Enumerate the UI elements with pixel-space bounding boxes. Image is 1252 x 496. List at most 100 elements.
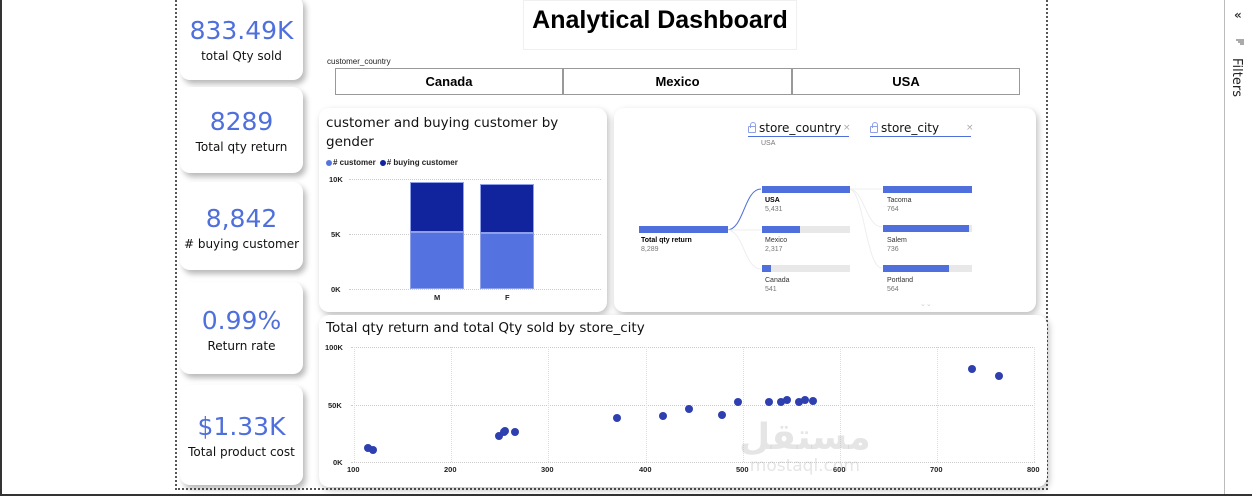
tree-level-header-store-country[interactable]: store_country — [748, 121, 849, 137]
node-name: Tacoma — [887, 197, 912, 204]
scatter-point[interactable] — [685, 405, 694, 414]
tree-node-bar-canada[interactable] — [762, 265, 771, 272]
scatter-point[interactable] — [995, 371, 1004, 380]
kpi-label: Total product cost — [188, 445, 295, 459]
x-tick: F — [505, 293, 510, 302]
node-name: Portland — [887, 277, 914, 284]
gridline — [351, 405, 1035, 406]
tree-node-bar-usa[interactable] — [762, 186, 850, 193]
page-title-box: Analytical Dashboard — [523, 0, 797, 50]
close-icon[interactable]: × — [843, 123, 851, 133]
x-tick: 500 — [736, 465, 749, 474]
legend-item-buying-customer[interactable]: # buying customer — [379, 158, 458, 167]
slicer-label: customer_country — [327, 57, 391, 66]
lock-icon — [870, 122, 878, 133]
filters-label[interactable]: Filters — [1229, 58, 1244, 97]
scatter-point[interactable] — [764, 398, 773, 407]
bar-m-buying-customer[interactable] — [410, 182, 464, 232]
bar-m-customer[interactable] — [410, 232, 464, 289]
filters-pane[interactable]: « Filters — [1224, 0, 1252, 494]
scatter-point[interactable] — [500, 426, 509, 435]
scatter-point[interactable] — [658, 412, 667, 420]
tree-node-bar-portland[interactable] — [883, 265, 949, 272]
tree-node-tacoma[interactable]: Tacoma 764 — [887, 196, 912, 214]
kpi-card-total-qty-return[interactable]: 8289 Total qty return — [180, 87, 303, 173]
kpi-value: 8,842 — [205, 204, 278, 233]
slicer-option-usa[interactable]: USA — [792, 68, 1020, 95]
gridline — [349, 234, 601, 235]
legend-item-customer[interactable]: # customer — [326, 158, 376, 167]
x-tick: 800 — [1027, 465, 1040, 474]
tree-header-label: store_city — [881, 121, 940, 135]
slicer-option-canada[interactable]: Canada — [335, 68, 563, 95]
tree-node-salem[interactable]: Salem 736 — [887, 236, 907, 254]
collapse-chevron-icon[interactable]: « — [1234, 8, 1242, 22]
x-tick: 700 — [930, 465, 943, 474]
kpi-card-total-product-cost[interactable]: $1.33K Total product cost — [180, 385, 303, 485]
x-tick: M — [434, 293, 441, 302]
scatter-point[interactable] — [494, 432, 503, 441]
y-tick: 100K — [325, 343, 343, 352]
kpi-value: 8289 — [209, 107, 274, 136]
x-tick: 100 — [347, 465, 360, 474]
scatter-point[interactable] — [967, 364, 976, 373]
scatter-point[interactable] — [369, 445, 378, 454]
scatter-point[interactable] — [783, 395, 792, 404]
tree-node-usa[interactable]: USA 5,431 — [765, 196, 783, 214]
legend-dot-icon — [326, 159, 332, 166]
scatter-point[interactable] — [733, 398, 742, 407]
scatter-point[interactable] — [777, 398, 786, 407]
tree-node-bar-tacoma[interactable] — [883, 186, 972, 193]
y-tick: 0K — [333, 458, 343, 467]
report-canvas: 833.49K total Qty sold 8289 Total qty re… — [175, 0, 1048, 490]
x-tick: 200 — [444, 465, 457, 474]
scatter-chart-card[interactable]: Total qty return and total Qty sold by s… — [319, 315, 1047, 487]
bar-f-customer[interactable] — [480, 233, 534, 289]
kpi-card-return-rate[interactable]: 0.99% Return rate — [180, 282, 303, 374]
scatter-point[interactable] — [718, 410, 727, 419]
node-name: USA — [765, 197, 780, 204]
kpi-value: $1.33K — [197, 412, 286, 441]
kpi-label: Total qty return — [195, 140, 288, 154]
tree-level-header-store-city[interactable]: store_city — [870, 121, 971, 137]
tree-connectors — [726, 188, 883, 270]
gridline — [351, 347, 1035, 348]
slicer-option-label: Mexico — [655, 74, 700, 89]
decomposition-tree-card[interactable]: store_country × USA store_city × Total q… — [614, 108, 1036, 312]
scatter-point[interactable] — [800, 395, 809, 404]
kpi-label: Return rate — [207, 339, 276, 353]
gridline — [349, 179, 601, 180]
expand-more-icon[interactable]: ⌄⌄ — [920, 301, 932, 308]
node-value: 736 — [887, 246, 899, 253]
scatter-plot-area — [319, 315, 1047, 487]
tree-node-bar-salem[interactable] — [883, 225, 969, 232]
kpi-card-total-qty-sold[interactable]: 833.49K total Qty sold — [180, 0, 303, 80]
slicer-option-mexico[interactable]: Mexico — [563, 68, 792, 95]
bar-f-buying-customer[interactable] — [480, 184, 534, 233]
tree-header-label: store_country — [759, 121, 842, 135]
slicer-option-label: USA — [892, 74, 920, 89]
node-value: 564 — [887, 286, 899, 293]
scatter-point[interactable] — [794, 398, 803, 407]
tree-level-selected: USA — [761, 140, 776, 147]
node-value: 8,289 — [641, 246, 659, 253]
node-value: 5,431 — [765, 206, 783, 213]
tree-node-mexico[interactable]: Mexico 2,317 — [765, 236, 787, 254]
kpi-card-buying-customer[interactable]: 8,842 # buying customer — [180, 182, 303, 270]
bar-chart-card[interactable]: customer and buying customer by gender #… — [319, 108, 607, 312]
scatter-point[interactable] — [808, 397, 817, 406]
y-tick: 0K — [331, 285, 341, 294]
scatter-point[interactable] — [363, 444, 372, 453]
scatter-point[interactable] — [511, 428, 520, 437]
tree-node-bar-mexico[interactable] — [762, 226, 800, 233]
bar-chart-legend: # customer # buying customer — [326, 158, 458, 167]
close-icon[interactable]: × — [966, 123, 974, 133]
x-tick: 600 — [833, 465, 846, 474]
kpi-value: 0.99% — [201, 306, 282, 335]
node-name: Mexico — [765, 237, 788, 244]
tree-root-bar[interactable] — [639, 226, 728, 233]
tree-node-portland[interactable]: Portland 564 — [887, 276, 913, 294]
tree-node-canada[interactable]: Canada 541 — [765, 276, 790, 294]
scatter-point[interactable] — [613, 414, 622, 423]
